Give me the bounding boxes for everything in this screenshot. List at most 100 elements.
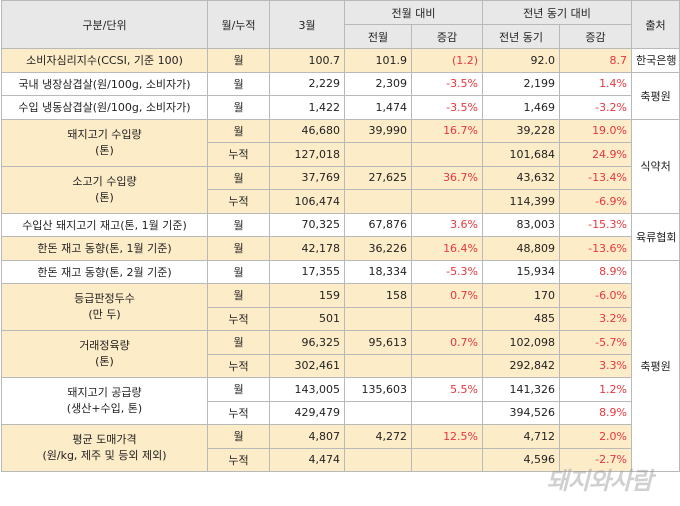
row-prev-year: 2,199: [482, 71, 561, 96]
row-mom-change: 36.7%: [410, 165, 484, 190]
table-row: 누적 501 485 3.2%: [2, 306, 680, 331]
row-source: 축평원: [631, 71, 680, 120]
row-yoy-change: -3.2%: [559, 95, 633, 120]
header-mom-group: 전월 대비: [343, 0, 484, 25]
row-name: 국내 냉장삼겹살(원/100g, 소비자가): [1, 71, 208, 96]
row-yoy-change: -13.6%: [559, 236, 633, 261]
row-mom-change: 16.4%: [410, 236, 484, 261]
row-prev-month: [344, 142, 412, 167]
row-period: 월: [207, 330, 270, 355]
row-prev-year: 4,596: [482, 447, 561, 472]
row-period: 월: [207, 377, 270, 402]
row-current: 159: [269, 283, 345, 308]
row-prev-year: 39,228: [482, 118, 561, 143]
row-prev-year: 48,809: [482, 236, 561, 261]
row-mom-change: -5.3%: [410, 259, 484, 284]
row-prev-month: 2,309: [344, 71, 412, 96]
row-current: 4,807: [269, 424, 345, 449]
row-prev-month: [344, 353, 412, 378]
row-period: 누적: [207, 142, 270, 167]
table-row: 수입 냉동삼겹살(원/100g, 소비자가) 월 1,422 1,474 -3.…: [1, 95, 680, 120]
row-name-unit: (톤): [95, 190, 114, 204]
header-change: 증감: [410, 24, 484, 49]
row-name-unit: (만 두): [88, 308, 121, 321]
row-name: 돼지고기 수입량: [67, 127, 142, 141]
row-source: 한국은행: [631, 48, 680, 73]
table-row: 누적 302,461 292,842 3.3%: [2, 353, 680, 378]
row-name-cell: 평균 도매가격 (원/kg, 제주 및 등외 제외): [1, 424, 208, 472]
header-source: 출처: [631, 0, 680, 49]
row-prev-year: 292,842: [482, 353, 561, 378]
row-yoy-change: 3.3%: [559, 353, 633, 378]
row-prev-month: 4,272: [344, 424, 412, 449]
row-prev-month: [344, 400, 412, 425]
row-prev-year: 15,934: [482, 259, 561, 284]
table-row: 수입산 돼지고기 재고(톤, 1월 기준) 월 70,325 67,876 3.…: [1, 212, 680, 261]
header-prev-year: 전년 동기: [482, 24, 561, 49]
row-prev-month: [344, 189, 412, 214]
row-name: 거래정육량: [79, 339, 130, 352]
row-prev-year: 102,098: [482, 330, 561, 355]
row-mom-change: 0.7%: [410, 283, 484, 308]
row-prev-month: 67,876: [344, 212, 412, 237]
row-period: 누적: [207, 400, 270, 425]
row-period: 월: [207, 236, 270, 261]
row-mom-change: 5.5%: [410, 377, 484, 402]
row-mom-change: [410, 353, 484, 378]
row-yoy-change: 19.0%: [559, 118, 633, 143]
row-current: 302,461: [269, 353, 345, 378]
row-yoy-change: 8.9%: [559, 259, 633, 284]
row-period: 누적: [207, 353, 270, 378]
row-prev-year: 114,399: [482, 189, 561, 214]
row-prev-year: 43,632: [482, 165, 561, 190]
row-prev-year: 1,469: [482, 95, 561, 120]
row-yoy-change: -6.0%: [559, 283, 633, 308]
row-current: 42,178: [269, 236, 345, 261]
row-yoy-change: 1.4%: [559, 71, 633, 96]
table-row: 한돈 재고 동향(톤, 1월 기준) 월 42,178 36,226 16.4%…: [1, 236, 680, 261]
row-period: 월: [207, 48, 270, 73]
row-yoy-change: 8.7: [559, 48, 633, 73]
row-prev-year: 4,712: [482, 424, 561, 449]
row-yoy-change: -6.9%: [559, 189, 633, 214]
row-name: 한돈 재고 동향(톤, 2월 기준): [1, 259, 208, 284]
row-mom-change: 16.7%: [410, 118, 484, 143]
header-category: 구분/단위: [1, 0, 208, 49]
row-current: 46,680: [269, 118, 345, 143]
row-prev-year: 83,003: [482, 212, 561, 237]
row-source: 축평원: [631, 259, 680, 472]
row-prev-month: 135,603: [344, 377, 412, 402]
row-yoy-change: 8.9%: [559, 400, 633, 425]
row-period: 월: [207, 212, 270, 237]
row-mom-change: [410, 189, 484, 214]
header-yoy-group: 전년 동기 대비: [482, 0, 633, 25]
row-prev-month: [344, 447, 412, 472]
table-row: 소비자심리지수(CCSI, 기준 100) 월 100.7 101.9 (1.2…: [1, 48, 680, 73]
row-period: 누적: [207, 189, 270, 214]
row-name-unit: (생산+수입, 톤): [66, 402, 143, 415]
table-row: 누적 4,474 4,596 -2.7%: [2, 447, 680, 472]
row-name-unit: (원/kg, 제주 및 등외 제외): [42, 449, 167, 462]
row-current: 96,325: [269, 330, 345, 355]
table-row: 누적 106,474 114,399 -6.9%: [2, 189, 680, 214]
table-row: 돼지고기 수입량 (톤) 월 46,680 39,990 16.7% 39,22…: [1, 118, 680, 214]
row-period: 월: [207, 95, 270, 120]
row-current: 100.7: [269, 48, 345, 73]
row-yoy-change: -15.3%: [559, 212, 633, 237]
row-name: 수입산 돼지고기 재고(톤, 1월 기준): [1, 212, 208, 237]
row-name: 등급판정두수: [74, 292, 135, 305]
table-row: 누적 429,479 394,526 8.9%: [2, 400, 680, 425]
row-name-cell: 돼지고기 수입량 (톤): [1, 118, 208, 167]
row-mom-change: (1.2): [410, 48, 484, 73]
row-mom-change: -3.5%: [410, 71, 484, 96]
row-name-cell: 등급판정두수 (만 두): [1, 283, 208, 331]
table-row: 거래정육량 (톤) 월 96,325 95,613 0.7% 102,098 -…: [1, 330, 680, 378]
table-row: 국내 냉장삼겹살(원/100g, 소비자가) 월 2,229 2,309 -3.…: [1, 71, 680, 120]
row-name-unit: (톤): [95, 355, 114, 368]
row-prev-year: 141,326: [482, 377, 561, 402]
row-source: 육류협회: [631, 212, 680, 261]
header-period: 월/누적: [207, 0, 270, 49]
row-period: 누적: [207, 306, 270, 331]
table-row: 소고기 수입량 (톤) 월 37,769 27,625 36.7% 43,632…: [1, 165, 680, 214]
